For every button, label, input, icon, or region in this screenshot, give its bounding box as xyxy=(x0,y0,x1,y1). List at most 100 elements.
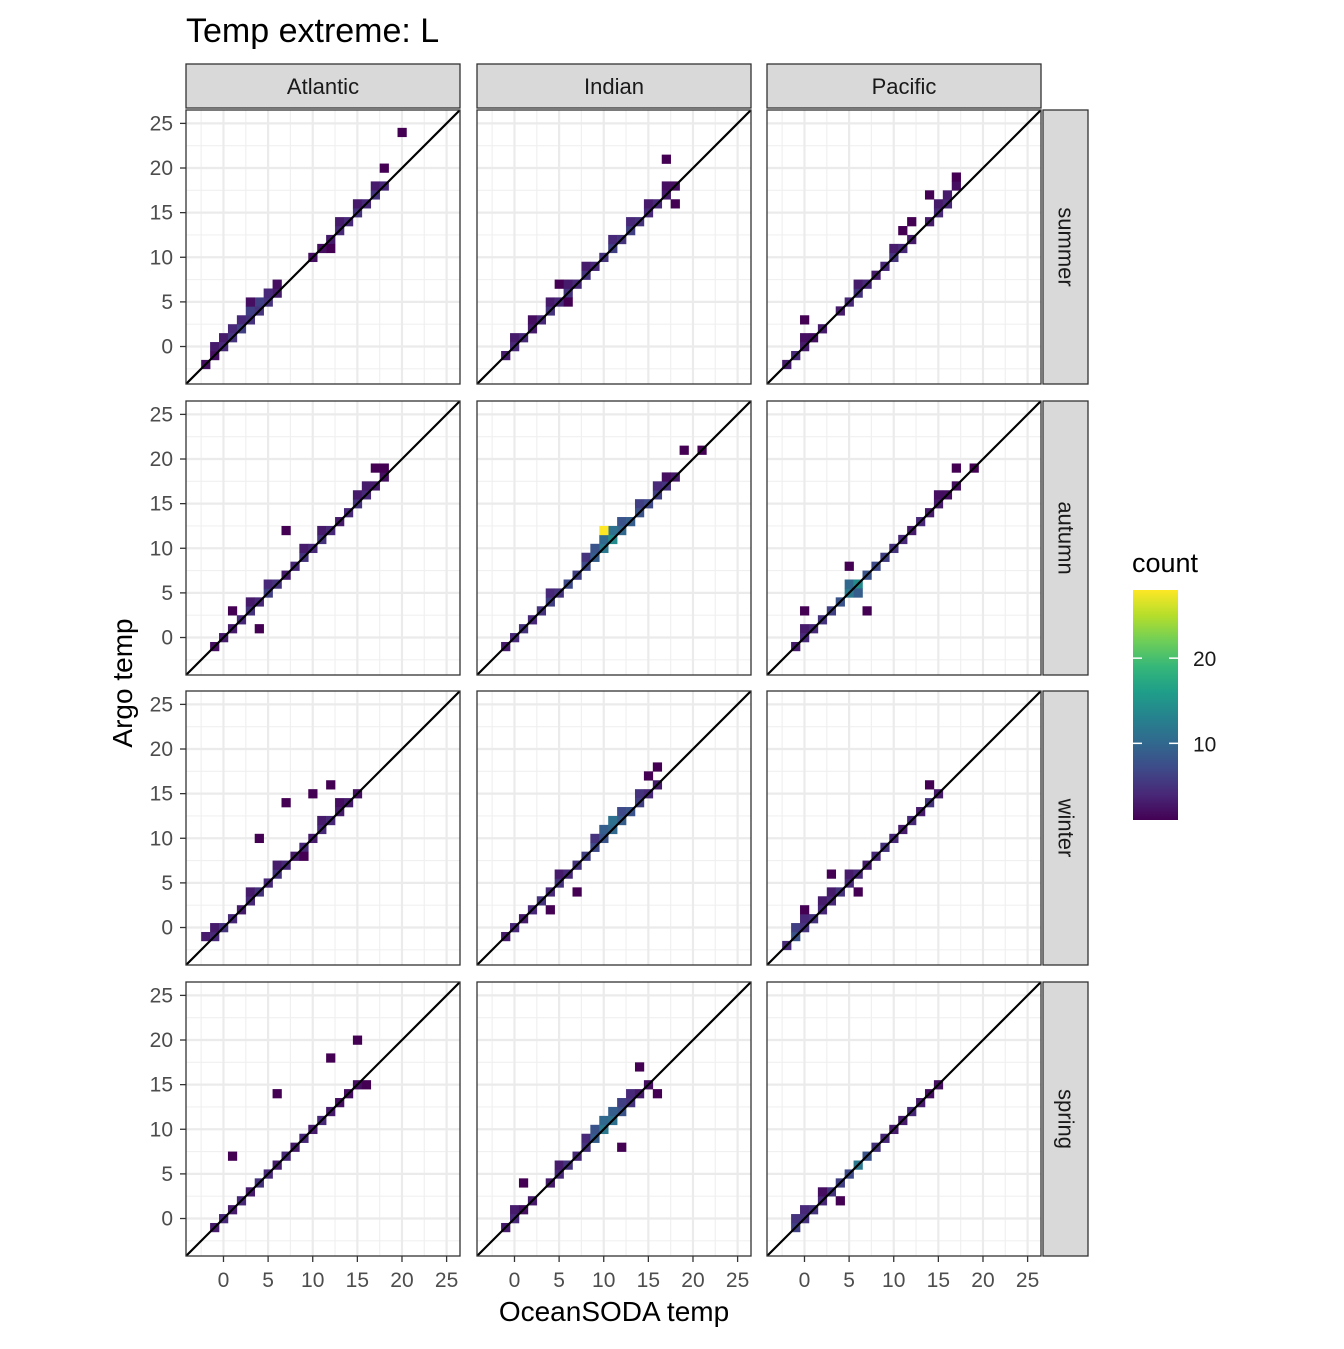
bin-tile xyxy=(210,342,220,352)
y-tick-label: 10 xyxy=(150,246,173,269)
one-to-one-line xyxy=(477,401,751,675)
y-tick-label: 5 xyxy=(161,291,173,314)
bin-tile xyxy=(817,1187,828,1197)
bin-tile xyxy=(800,315,810,325)
bin-tile xyxy=(853,887,863,897)
panel-grid xyxy=(186,691,460,965)
bin-tile xyxy=(510,1205,520,1215)
panel-border xyxy=(476,109,752,385)
row-strip-summer: summer xyxy=(1042,109,1089,385)
bin-tile xyxy=(227,1151,238,1161)
bin-tile xyxy=(862,606,872,616)
bin-tile xyxy=(527,315,538,325)
y-tick-label: 20 xyxy=(150,448,173,471)
bin-tile xyxy=(626,1089,636,1099)
bin-tile xyxy=(563,279,573,289)
y-tick-label: 20 xyxy=(150,738,173,761)
facet-panel-atlantic-summer: 0 5 10 15 20 25 xyxy=(150,109,461,385)
panel-grid xyxy=(767,110,1041,384)
bin-tile xyxy=(617,807,627,817)
x-tick-label: 15 xyxy=(927,1269,950,1292)
bin-tile xyxy=(352,199,363,209)
bin-tile xyxy=(254,833,264,844)
bin-tile xyxy=(608,525,618,536)
bin-tile xyxy=(245,297,256,307)
bin-tile xyxy=(661,472,671,482)
panel-grid xyxy=(186,982,460,1256)
bin-tile xyxy=(652,762,663,772)
panel-border xyxy=(476,400,752,676)
column-strip-label: Indian xyxy=(584,74,644,99)
facet-panel-atlantic-winter: 0 5 10 15 20 25 xyxy=(150,690,461,966)
bin-tile xyxy=(661,154,671,164)
bin-tile xyxy=(352,490,363,500)
one-to-one-line xyxy=(767,401,1041,675)
bin-tile xyxy=(317,815,327,826)
bin-tile xyxy=(844,869,854,879)
panel-border xyxy=(185,981,461,1257)
facet-panel-indian-autumn xyxy=(476,400,752,676)
bin-tile xyxy=(563,297,573,307)
bin-tile xyxy=(581,1133,591,1143)
bin-tile xyxy=(581,552,591,562)
panel-border xyxy=(766,109,1042,385)
bin-tile xyxy=(572,887,582,897)
panel-border xyxy=(185,690,461,966)
bin-tile xyxy=(942,190,953,200)
facet-panel-indian-winter xyxy=(476,690,752,966)
bin-tile xyxy=(898,226,908,236)
bin-tile xyxy=(554,869,564,879)
column-strip-atlantic: Atlantic xyxy=(185,63,461,109)
x-tick-label: 0 xyxy=(509,1269,521,1292)
bin-tile xyxy=(599,525,609,536)
bin-tile xyxy=(835,1196,845,1206)
bin-tile xyxy=(853,279,863,289)
panel-border xyxy=(766,690,1042,966)
bin-tile xyxy=(219,333,229,343)
x-axis-title: OceanSODA temp xyxy=(499,1296,729,1327)
y-tick-label: 25 xyxy=(150,984,173,1007)
row-strip-autumn: autumn xyxy=(1042,400,1089,676)
bin-tile xyxy=(397,127,407,138)
y-tick-label: 25 xyxy=(150,403,173,426)
bin-tile xyxy=(951,463,961,473)
bin-tile xyxy=(599,824,609,835)
one-to-one-line xyxy=(477,982,751,1256)
row-strip-label: summer xyxy=(1054,207,1079,286)
panel-grid xyxy=(767,691,1041,965)
y-tick-label: 0 xyxy=(161,336,173,359)
x-tick-label: 10 xyxy=(882,1269,905,1292)
x-tick-label: 15 xyxy=(346,1269,369,1292)
bin-tile xyxy=(210,923,220,933)
one-to-one-line xyxy=(186,691,460,965)
row-strip-spring: spring xyxy=(1042,981,1089,1257)
one-to-one-line xyxy=(477,110,751,384)
bin-tile xyxy=(599,1115,609,1126)
column-strip-label: Atlantic xyxy=(287,74,359,99)
bin-tile xyxy=(370,181,380,191)
y-tick-label: 10 xyxy=(150,827,173,850)
bin-tile xyxy=(281,525,291,536)
facet-panel-pacific-spring: 0 5 10 15 20 25 xyxy=(766,981,1042,1292)
bin-tile xyxy=(826,887,837,897)
bin-tile xyxy=(643,771,654,781)
bin-tile xyxy=(670,199,680,209)
facet-panels: Atlantic Indian Pacific summer autumn winter s… xyxy=(150,63,1089,1292)
x-tick-label: 25 xyxy=(726,1269,749,1292)
one-to-one-line xyxy=(477,691,751,965)
bin-tile xyxy=(379,163,389,173)
bin-tile xyxy=(933,490,944,500)
row-strip-label: winter xyxy=(1054,798,1079,858)
bin-tile xyxy=(634,499,645,509)
bin-tile xyxy=(626,217,636,227)
bin-tile xyxy=(844,561,854,571)
x-tick-label: 20 xyxy=(971,1269,994,1292)
row-strip-label: autumn xyxy=(1054,501,1079,574)
row-strip-label: spring xyxy=(1054,1089,1079,1149)
one-to-one-line xyxy=(186,982,460,1256)
legend-title: count xyxy=(1132,548,1199,578)
bin-tile xyxy=(352,1035,363,1045)
facet-panel-pacific-summer xyxy=(766,109,1042,385)
y-tick-label: 10 xyxy=(150,537,173,560)
one-to-one-line xyxy=(767,691,1041,965)
